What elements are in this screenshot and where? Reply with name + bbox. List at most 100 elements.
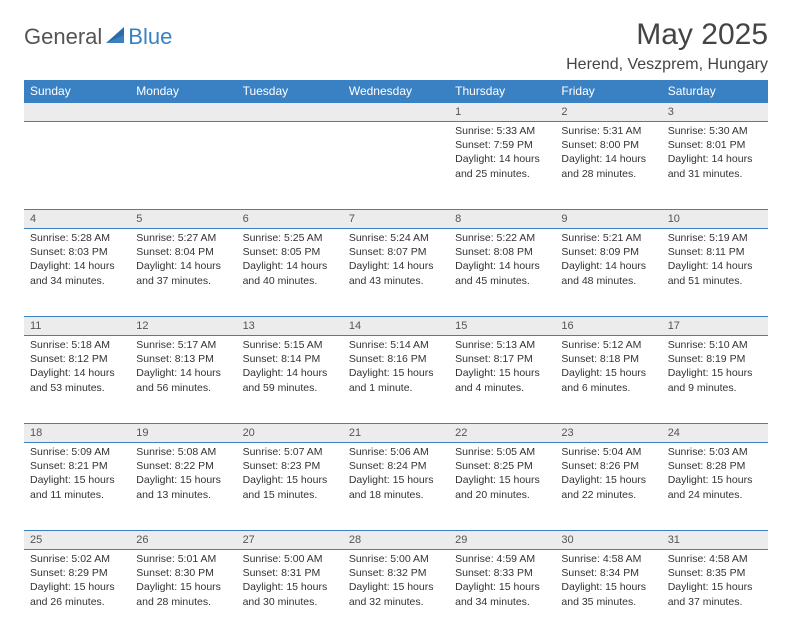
day-number-cell: 2 (555, 103, 661, 122)
sunset-text: Sunset: 8:00 PM (561, 138, 655, 152)
day-number: 5 (130, 210, 236, 228)
calendar-header-row: Sunday Monday Tuesday Wednesday Thursday… (24, 80, 768, 103)
logo: General Blue (24, 24, 172, 50)
day-number: 12 (130, 317, 236, 335)
day-number: 8 (449, 210, 555, 228)
day-info: Sunrise: 5:13 AMSunset: 8:17 PMDaylight:… (449, 336, 555, 399)
day-info: Sunrise: 5:01 AMSunset: 8:30 PMDaylight:… (130, 550, 236, 613)
day-info-cell: Sunrise: 5:18 AMSunset: 8:12 PMDaylight:… (24, 336, 130, 424)
day-info-cell: Sunrise: 5:33 AMSunset: 7:59 PMDaylight:… (449, 122, 555, 210)
sunrise-text: Sunrise: 5:08 AM (136, 445, 230, 459)
day-number-cell: 20 (237, 424, 343, 443)
day-number: 14 (343, 317, 449, 335)
day-number-cell: 15 (449, 317, 555, 336)
day-info: Sunrise: 5:14 AMSunset: 8:16 PMDaylight:… (343, 336, 449, 399)
day-number-cell: 17 (662, 317, 768, 336)
day-info-cell: Sunrise: 5:17 AMSunset: 8:13 PMDaylight:… (130, 336, 236, 424)
sunset-text: Sunset: 8:33 PM (455, 566, 549, 580)
day-number-cell: 14 (343, 317, 449, 336)
day-info-cell: Sunrise: 5:07 AMSunset: 8:23 PMDaylight:… (237, 443, 343, 531)
daylight-text: Daylight: 15 hours and 24 minutes. (668, 473, 762, 501)
week-daynum-row: 25262728293031 (24, 531, 768, 550)
day-number-cell: 25 (24, 531, 130, 550)
day-number (343, 103, 449, 121)
sunrise-text: Sunrise: 5:00 AM (349, 552, 443, 566)
daylight-text: Daylight: 15 hours and 13 minutes. (136, 473, 230, 501)
daylight-text: Daylight: 15 hours and 9 minutes. (668, 366, 762, 394)
day-number-cell: 23 (555, 424, 661, 443)
day-number: 20 (237, 424, 343, 442)
weekday-header: Tuesday (237, 80, 343, 103)
day-info-cell: Sunrise: 5:06 AMSunset: 8:24 PMDaylight:… (343, 443, 449, 531)
daylight-text: Daylight: 15 hours and 1 minute. (349, 366, 443, 394)
sunset-text: Sunset: 8:03 PM (30, 245, 124, 259)
weekday-header: Friday (555, 80, 661, 103)
day-info: Sunrise: 4:59 AMSunset: 8:33 PMDaylight:… (449, 550, 555, 613)
sunset-text: Sunset: 8:01 PM (668, 138, 762, 152)
sunrise-text: Sunrise: 5:21 AM (561, 231, 655, 245)
sunset-text: Sunset: 8:05 PM (243, 245, 337, 259)
week-daynum-row: 18192021222324 (24, 424, 768, 443)
day-info-cell: Sunrise: 5:09 AMSunset: 8:21 PMDaylight:… (24, 443, 130, 531)
daylight-text: Daylight: 14 hours and 31 minutes. (668, 152, 762, 180)
daylight-text: Daylight: 15 hours and 4 minutes. (455, 366, 549, 394)
sunrise-text: Sunrise: 5:03 AM (668, 445, 762, 459)
day-info: Sunrise: 5:02 AMSunset: 8:29 PMDaylight:… (24, 550, 130, 613)
day-info-cell: Sunrise: 5:31 AMSunset: 8:00 PMDaylight:… (555, 122, 661, 210)
day-number-cell: 1 (449, 103, 555, 122)
sunrise-text: Sunrise: 5:22 AM (455, 231, 549, 245)
day-info: Sunrise: 5:17 AMSunset: 8:13 PMDaylight:… (130, 336, 236, 399)
day-number: 10 (662, 210, 768, 228)
day-info-cell: Sunrise: 5:04 AMSunset: 8:26 PMDaylight:… (555, 443, 661, 531)
day-info-cell: Sunrise: 5:14 AMSunset: 8:16 PMDaylight:… (343, 336, 449, 424)
day-info: Sunrise: 5:03 AMSunset: 8:28 PMDaylight:… (662, 443, 768, 506)
day-number-cell: 30 (555, 531, 661, 550)
day-info-cell: Sunrise: 5:05 AMSunset: 8:25 PMDaylight:… (449, 443, 555, 531)
day-number: 7 (343, 210, 449, 228)
day-info: Sunrise: 5:15 AMSunset: 8:14 PMDaylight:… (237, 336, 343, 399)
sunset-text: Sunset: 8:19 PM (668, 352, 762, 366)
sunrise-text: Sunrise: 5:31 AM (561, 124, 655, 138)
day-info-cell: Sunrise: 5:25 AMSunset: 8:05 PMDaylight:… (237, 229, 343, 317)
day-number: 30 (555, 531, 661, 549)
day-info: Sunrise: 5:19 AMSunset: 8:11 PMDaylight:… (662, 229, 768, 292)
daylight-text: Daylight: 15 hours and 28 minutes. (136, 580, 230, 608)
sunset-text: Sunset: 8:25 PM (455, 459, 549, 473)
daylight-text: Daylight: 14 hours and 25 minutes. (455, 152, 549, 180)
weekday-header: Sunday (24, 80, 130, 103)
sunrise-text: Sunrise: 5:10 AM (668, 338, 762, 352)
sunset-text: Sunset: 8:35 PM (668, 566, 762, 580)
weekday-header: Monday (130, 80, 236, 103)
sunrise-text: Sunrise: 4:58 AM (561, 552, 655, 566)
sunrise-text: Sunrise: 5:01 AM (136, 552, 230, 566)
day-info: Sunrise: 5:07 AMSunset: 8:23 PMDaylight:… (237, 443, 343, 506)
day-info: Sunrise: 5:21 AMSunset: 8:09 PMDaylight:… (555, 229, 661, 292)
day-number: 11 (24, 317, 130, 335)
day-number-cell: 24 (662, 424, 768, 443)
daylight-text: Daylight: 14 hours and 59 minutes. (243, 366, 337, 394)
daylight-text: Daylight: 14 hours and 51 minutes. (668, 259, 762, 287)
day-info: Sunrise: 5:33 AMSunset: 7:59 PMDaylight:… (449, 122, 555, 185)
day-info: Sunrise: 5:18 AMSunset: 8:12 PMDaylight:… (24, 336, 130, 399)
day-info: Sunrise: 5:10 AMSunset: 8:19 PMDaylight:… (662, 336, 768, 399)
day-info-cell: Sunrise: 5:19 AMSunset: 8:11 PMDaylight:… (662, 229, 768, 317)
sunrise-text: Sunrise: 5:27 AM (136, 231, 230, 245)
sunrise-text: Sunrise: 5:33 AM (455, 124, 549, 138)
day-info: Sunrise: 5:28 AMSunset: 8:03 PMDaylight:… (24, 229, 130, 292)
daylight-text: Daylight: 14 hours and 34 minutes. (30, 259, 124, 287)
day-number: 31 (662, 531, 768, 549)
sunset-text: Sunset: 8:08 PM (455, 245, 549, 259)
sunset-text: Sunset: 8:31 PM (243, 566, 337, 580)
daylight-text: Daylight: 15 hours and 35 minutes. (561, 580, 655, 608)
daylight-text: Daylight: 15 hours and 34 minutes. (455, 580, 549, 608)
day-number: 16 (555, 317, 661, 335)
day-info-cell: Sunrise: 4:58 AMSunset: 8:35 PMDaylight:… (662, 550, 768, 638)
sunrise-text: Sunrise: 5:04 AM (561, 445, 655, 459)
weekday-header: Wednesday (343, 80, 449, 103)
sunset-text: Sunset: 8:22 PM (136, 459, 230, 473)
day-number (24, 103, 130, 121)
day-number: 21 (343, 424, 449, 442)
day-info: Sunrise: 4:58 AMSunset: 8:35 PMDaylight:… (662, 550, 768, 613)
sunrise-text: Sunrise: 5:24 AM (349, 231, 443, 245)
day-number-cell: 22 (449, 424, 555, 443)
